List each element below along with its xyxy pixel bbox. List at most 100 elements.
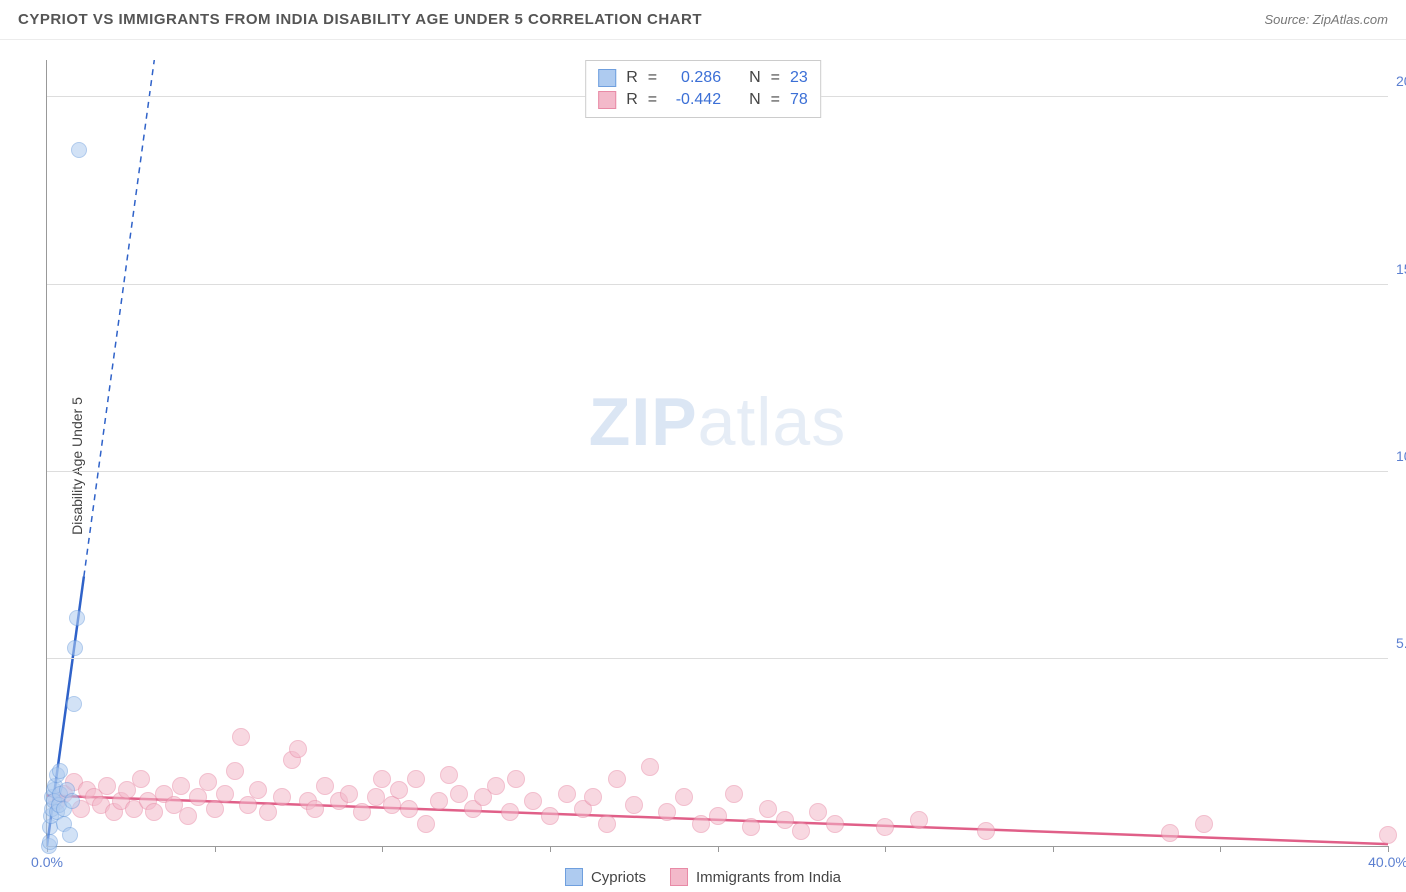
data-point-india — [776, 811, 794, 829]
watermark-atlas: atlas — [698, 384, 847, 460]
data-point-india — [206, 800, 224, 818]
plot-container: Disability Age Under 5 R = 0.286 N = 23 … — [0, 40, 1406, 892]
data-point-india — [658, 803, 676, 821]
data-point-india — [541, 807, 559, 825]
source-prefix: Source: — [1264, 12, 1312, 27]
legend-item-india: Immigrants from India — [670, 868, 841, 886]
gridline — [47, 471, 1388, 472]
x-tick — [1220, 846, 1221, 852]
data-point-cypriots — [52, 763, 68, 779]
watermark-zip: ZIP — [589, 384, 698, 460]
stats-legend-box: R = 0.286 N = 23 R = -0.442 N = 78 — [585, 60, 821, 118]
data-point-india — [876, 818, 894, 836]
data-point-india — [675, 788, 693, 806]
x-tick — [1053, 846, 1054, 852]
data-point-cypriots — [67, 640, 83, 656]
data-point-india — [1379, 826, 1397, 844]
data-point-india — [792, 822, 810, 840]
data-point-india — [524, 792, 542, 810]
data-point-india — [725, 785, 743, 803]
data-point-india — [199, 773, 217, 791]
data-point-cypriots — [42, 834, 58, 850]
swatch-india-2 — [670, 868, 688, 886]
x-tick — [382, 846, 383, 852]
data-point-india — [407, 770, 425, 788]
legend-label-india: Immigrants from India — [696, 869, 841, 886]
data-point-india — [239, 796, 257, 814]
eq-label: = — [648, 69, 657, 87]
data-point-india — [507, 770, 525, 788]
data-point-india — [306, 800, 324, 818]
chart-title: CYPRIOT VS IMMIGRANTS FROM INDIA DISABIL… — [18, 11, 702, 28]
swatch-cypriots-2 — [565, 868, 583, 886]
r-label: R — [626, 69, 638, 87]
data-point-india — [98, 777, 116, 795]
data-point-india — [742, 818, 760, 836]
data-point-cypriots — [71, 142, 87, 158]
eq-label-2: = — [771, 69, 780, 87]
x-tick — [718, 846, 719, 852]
data-point-india — [340, 785, 358, 803]
y-tick-label: 15.0% — [1396, 261, 1406, 277]
data-point-india — [232, 728, 250, 746]
data-point-cypriots — [69, 610, 85, 626]
data-point-india — [417, 815, 435, 833]
eq-label-4: = — [771, 91, 780, 109]
data-point-india — [367, 788, 385, 806]
data-point-india — [692, 815, 710, 833]
data-point-cypriots — [66, 696, 82, 712]
n-value-cypriots: 23 — [790, 69, 808, 87]
legend-label-cypriots: Cypriots — [591, 869, 646, 886]
data-point-india — [625, 796, 643, 814]
source-attribution: Source: ZipAtlas.com — [1264, 12, 1388, 27]
y-tick-label: 5.0% — [1396, 635, 1406, 651]
plot-area: ZIPatlas 5.0%10.0%15.0%20.0%0.0%40.0% — [46, 60, 1388, 847]
stats-row-cypriots: R = 0.286 N = 23 — [598, 67, 808, 89]
data-point-india — [400, 800, 418, 818]
data-point-india — [977, 822, 995, 840]
r-label-2: R — [626, 91, 638, 109]
swatch-cypriots — [598, 69, 616, 87]
trend-lines-svg — [47, 60, 1388, 846]
y-tick-label: 10.0% — [1396, 448, 1406, 464]
data-point-india — [826, 815, 844, 833]
x-tick — [215, 846, 216, 852]
data-point-india — [450, 785, 468, 803]
data-point-india — [598, 815, 616, 833]
data-point-india — [759, 800, 777, 818]
data-point-india — [558, 785, 576, 803]
data-point-india — [1195, 815, 1213, 833]
source-name: ZipAtlas.com — [1313, 12, 1388, 27]
data-point-india — [809, 803, 827, 821]
data-point-india — [1161, 824, 1179, 842]
data-point-india — [179, 807, 197, 825]
eq-label-3: = — [648, 91, 657, 109]
data-point-india — [145, 803, 163, 821]
data-point-india — [487, 777, 505, 795]
x-tick — [885, 846, 886, 852]
data-point-india — [216, 785, 234, 803]
data-point-india — [709, 807, 727, 825]
r-value-india: -0.442 — [667, 91, 721, 109]
data-point-india — [172, 777, 190, 795]
legend-item-cypriots: Cypriots — [565, 868, 646, 886]
data-point-india — [189, 788, 207, 806]
data-point-india — [273, 788, 291, 806]
data-point-india — [316, 777, 334, 795]
gridline — [47, 658, 1388, 659]
data-point-cypriots — [64, 793, 80, 809]
data-point-india — [910, 811, 928, 829]
bottom-legend: Cypriots Immigrants from India — [0, 868, 1406, 886]
x-tick — [550, 846, 551, 852]
data-point-india — [390, 781, 408, 799]
data-point-india — [249, 781, 267, 799]
data-point-india — [373, 770, 391, 788]
data-point-india — [259, 803, 277, 821]
stats-row-india: R = -0.442 N = 78 — [598, 89, 808, 111]
x-tick — [1388, 846, 1389, 852]
data-point-india — [584, 788, 602, 806]
watermark: ZIPatlas — [589, 383, 846, 461]
y-tick-label: 20.0% — [1396, 73, 1406, 89]
data-point-cypriots — [62, 827, 78, 843]
trendline-cypriots-dashed — [84, 60, 154, 577]
